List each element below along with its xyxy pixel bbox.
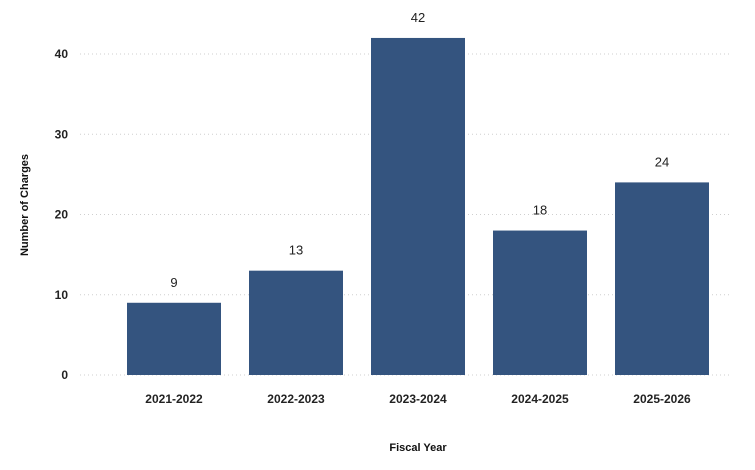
data-label: 24 [655, 154, 669, 169]
data-labels: 9 13 42 18 24 [170, 10, 669, 290]
x-axis-ticks: 2021-2022 2022-2023 2023-2024 2024-2025 2025… [145, 392, 691, 406]
x-tick-label: 2023-2024 [389, 392, 447, 406]
y-tick-label: 30 [55, 127, 69, 141]
x-tick-label: 2021-2022 [145, 392, 203, 406]
data-label: 13 [289, 243, 303, 258]
bar [249, 270, 343, 375]
y-axis-ticks: 0 10 20 30 40 [55, 47, 69, 382]
bar [371, 37, 465, 375]
bar [127, 302, 221, 375]
y-tick-label: 10 [55, 288, 69, 302]
x-tick-label: 2024-2025 [511, 392, 569, 406]
y-tick-label: 40 [55, 47, 69, 61]
data-label: 9 [170, 275, 177, 290]
x-tick-label: 2022-2023 [267, 392, 325, 406]
x-tick-label: 2025-2026 [633, 392, 691, 406]
y-axis-title: Number of Charges [19, 154, 31, 256]
y-tick-label: 20 [55, 208, 69, 222]
data-label: 18 [533, 203, 547, 218]
bar [615, 182, 709, 375]
x-axis-title: Fiscal Year [389, 442, 447, 454]
data-label: 42 [411, 10, 425, 25]
y-tick-label: 0 [61, 368, 68, 382]
bar [493, 230, 587, 375]
bars [127, 37, 709, 375]
